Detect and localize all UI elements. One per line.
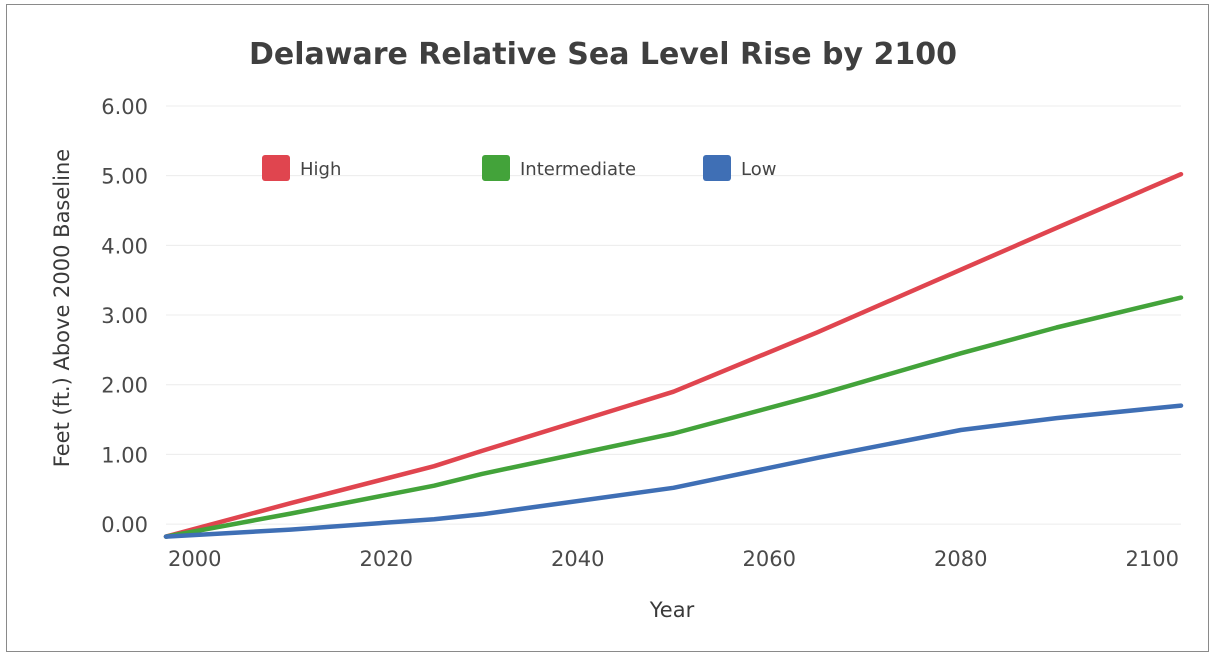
y-tick-label: 2.00 [101,374,148,398]
y-tick-label: 6.00 [101,95,148,119]
y-tick-label: 5.00 [101,165,148,189]
y-tick-label: 1.00 [101,443,148,467]
y-axis-label: Feet (ft.) Above 2000 Baseline [50,149,74,467]
legend-label: Low [741,159,776,180]
x-axis-ticks: 2000 2020 2040 2060 2080 2100 [168,547,1179,571]
legend-swatch [703,155,731,181]
x-tick-label: 2020 [360,547,413,571]
y-axis-ticks: 0.00 1.00 2.00 3.00 4.00 5.00 6.00 [101,95,148,537]
chart-frame [6,4,1209,652]
x-axis-label: Year [649,598,695,622]
y-tick-label: 3.00 [101,304,148,328]
x-tick-label: 2100 [1126,547,1179,571]
chart-title: Delaware Relative Sea Level Rise by 2100 [249,37,957,72]
x-tick-label: 2080 [934,547,987,571]
x-tick-label: 2040 [551,547,604,571]
x-tick-label: 2000 [168,547,221,571]
legend-label: High [300,159,341,180]
x-tick-label: 2060 [743,547,796,571]
legend-swatch [262,155,290,181]
grid [166,105,1181,525]
series-lines [163,171,1184,539]
y-tick-label: 4.00 [101,234,148,258]
legend-label: Intermediate [520,159,636,180]
series-line-low [163,403,1184,539]
series-line-intermediate [163,295,1184,539]
series-line-high [163,171,1184,539]
legend-swatch [482,155,510,181]
legend: High Intermediate Low [262,155,776,181]
y-tick-label: 0.00 [101,513,148,537]
